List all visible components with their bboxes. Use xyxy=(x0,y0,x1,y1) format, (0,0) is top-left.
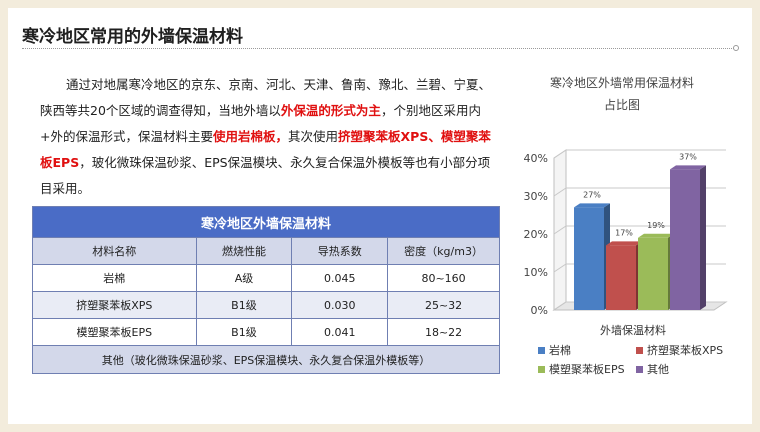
paragraph-text-3: 其次使用 xyxy=(288,129,339,144)
slide: 寒冷地区常用的外墙保温材料 通过对地属寒冷地区的京东、京南、河北、天津、鲁南、豫… xyxy=(8,8,752,424)
data-label: 17% xyxy=(615,228,633,237)
column-header: 导热系数 xyxy=(291,237,389,265)
x-axis-label: 外墙保温材料 xyxy=(600,323,666,337)
share-chart: 寒冷地区外墙常用保温材料 占比图 0% 10% 20% 30% 40% 27% 17% 19%… xyxy=(508,68,758,388)
bar-top xyxy=(606,241,642,246)
bar-top xyxy=(670,165,706,170)
table-row: 挤塑聚苯板XPS B1级 0.030 25~32 xyxy=(32,291,500,319)
table-cell: 挤塑聚苯板XPS xyxy=(32,291,197,319)
table-row: 模塑聚苯板EPS B1级 0.041 18~22 xyxy=(32,318,500,346)
data-label: 27% xyxy=(583,190,601,199)
table-cell: 岩棉 xyxy=(32,264,197,292)
table-cell: 模塑聚苯板EPS xyxy=(32,318,197,346)
bar xyxy=(670,169,700,310)
column-header: 燃烧性能 xyxy=(195,237,293,265)
intro-paragraph: 通过对地属寒冷地区的京东、京南、河北、天津、鲁南、豫北、兰碧、宁夏、陕西等共20… xyxy=(40,72,492,202)
table-cell: B1级 xyxy=(195,291,293,319)
chart-title: 寒冷地区外墙常用保温材料 占比图 xyxy=(508,72,736,116)
table-cell: 0.041 xyxy=(291,318,389,346)
data-label: 19% xyxy=(647,221,665,230)
data-label: 37% xyxy=(679,152,697,161)
table-cell: 18~22 xyxy=(387,318,500,346)
legend-label: 岩棉 xyxy=(549,343,571,357)
title-divider xyxy=(22,48,736,49)
table-cell: 80~160 xyxy=(387,264,500,292)
legend-label: 其他 xyxy=(647,363,669,376)
highlight-xps-eps: 挤塑聚苯板XPS、模塑聚苯板EPS xyxy=(40,129,491,170)
bar xyxy=(638,237,668,310)
page-title: 寒冷地区常用的外墙保温材料 xyxy=(22,27,243,47)
table-cell: 25~32 xyxy=(387,291,500,319)
bar xyxy=(574,207,604,310)
table-cell: B1级 xyxy=(195,318,293,346)
legend-swatch xyxy=(538,347,545,354)
paragraph-text-1: 通过对地属寒冷地区的京东、京南、河北、天津、鲁南、豫北、兰碧、宁夏、陕西等共20… xyxy=(40,77,492,118)
table-footer: 其他（玻化微珠保温砂浆、EPS保温模块、永久复合保温外模板等） xyxy=(32,345,500,374)
table-cell: 0.045 xyxy=(291,264,389,292)
y-tick-label: 30% xyxy=(524,190,548,203)
divider-end-dot xyxy=(733,45,739,51)
table-cell: 0.030 xyxy=(291,291,389,319)
bar-top xyxy=(574,203,610,208)
table-row: 岩棉 A级 0.045 80~160 xyxy=(32,264,500,292)
bar xyxy=(606,245,636,310)
paragraph-text-4: ，玻化微珠保温砂浆、EPS保温模块、永久复合保温外模板等也有小部分项目采用。 xyxy=(40,155,491,196)
table-cell: A级 xyxy=(195,264,293,292)
bar-side xyxy=(700,165,706,310)
y-tick-label: 0% xyxy=(531,304,548,317)
highlight-rockwool: 使用岩棉板， xyxy=(212,129,288,144)
bar-top xyxy=(638,233,674,238)
y-tick-label: 10% xyxy=(524,266,548,279)
legend-swatch xyxy=(636,366,643,373)
chart-title-line-2: 占比图 xyxy=(603,98,640,112)
y-tick-label: 20% xyxy=(524,228,548,241)
legend-label: 挤塑聚苯板XPS xyxy=(647,343,723,357)
column-header: 材料名称 xyxy=(32,237,197,265)
legend-swatch xyxy=(538,366,545,373)
gridline xyxy=(553,149,726,159)
insulation-table: 寒冷地区外墙保温材料 材料名称 燃烧性能 导热系数 密度（kg/m3） 岩棉 A… xyxy=(32,206,500,374)
legend-label: 模塑聚苯板EPS xyxy=(549,362,625,376)
column-header: 密度（kg/m3） xyxy=(387,237,500,265)
y-tick-label: 40% xyxy=(524,152,548,165)
table-header: 寒冷地区外墙保温材料 xyxy=(32,206,500,238)
chart-title-line-1: 寒冷地区外墙常用保温材料 xyxy=(549,76,694,90)
paragraph-text-2: ，个别地区采用内+外的保温形式，保温材料主要 xyxy=(40,103,481,144)
highlight-form: 外保温的形式为主 xyxy=(280,103,381,118)
legend-swatch xyxy=(636,347,643,354)
